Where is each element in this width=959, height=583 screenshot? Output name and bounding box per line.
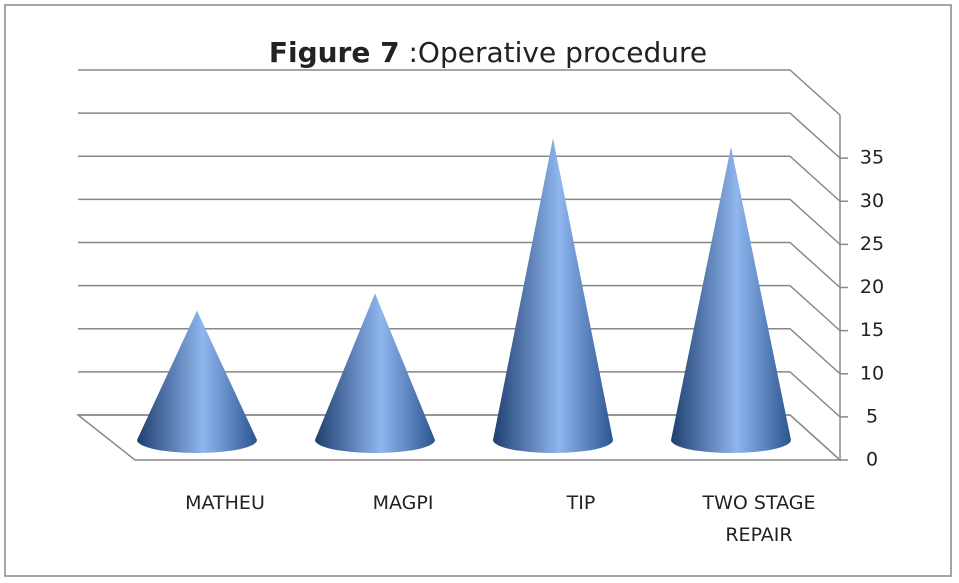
grid-line (78, 112, 841, 159)
cone-body (671, 146, 791, 453)
grid-line (78, 155, 841, 202)
grid-line (78, 328, 841, 375)
grid-line (78, 284, 841, 332)
cone-body (137, 310, 257, 453)
cone (315, 293, 435, 453)
y-tick-label: 15 (860, 319, 884, 341)
wall-top (78, 69, 841, 116)
y-tick-label: 35 (860, 147, 884, 169)
grid-line (78, 241, 841, 289)
cone (493, 138, 613, 453)
grid-line (78, 198, 841, 245)
y-tick-label: 5 (866, 405, 878, 427)
x-tick-label: TIP (566, 492, 596, 514)
grid-line (78, 371, 841, 418)
y-tick-label: 25 (860, 233, 884, 255)
title-bold: Figure 7 (269, 36, 400, 69)
y-tick-label: 10 (860, 362, 884, 384)
cone-body (315, 293, 435, 453)
cone (671, 146, 791, 453)
chart-border (4, 4, 952, 577)
cone (137, 310, 257, 453)
y-tick-label: 30 (860, 190, 884, 212)
x-tick-label: MATHEU (185, 492, 265, 514)
cone-body (493, 138, 613, 453)
chart-title: Figure 7 :Operative procedure (269, 36, 707, 69)
grid-line (78, 414, 841, 461)
y-tick-label: 0 (866, 449, 878, 471)
title-text: :Operative procedure (408, 36, 707, 69)
y-tick-label: 20 (860, 276, 884, 298)
x-tick-label: MAGPI (372, 492, 434, 514)
x-tick-label: TWO STAGE REPAIR (702, 492, 816, 546)
